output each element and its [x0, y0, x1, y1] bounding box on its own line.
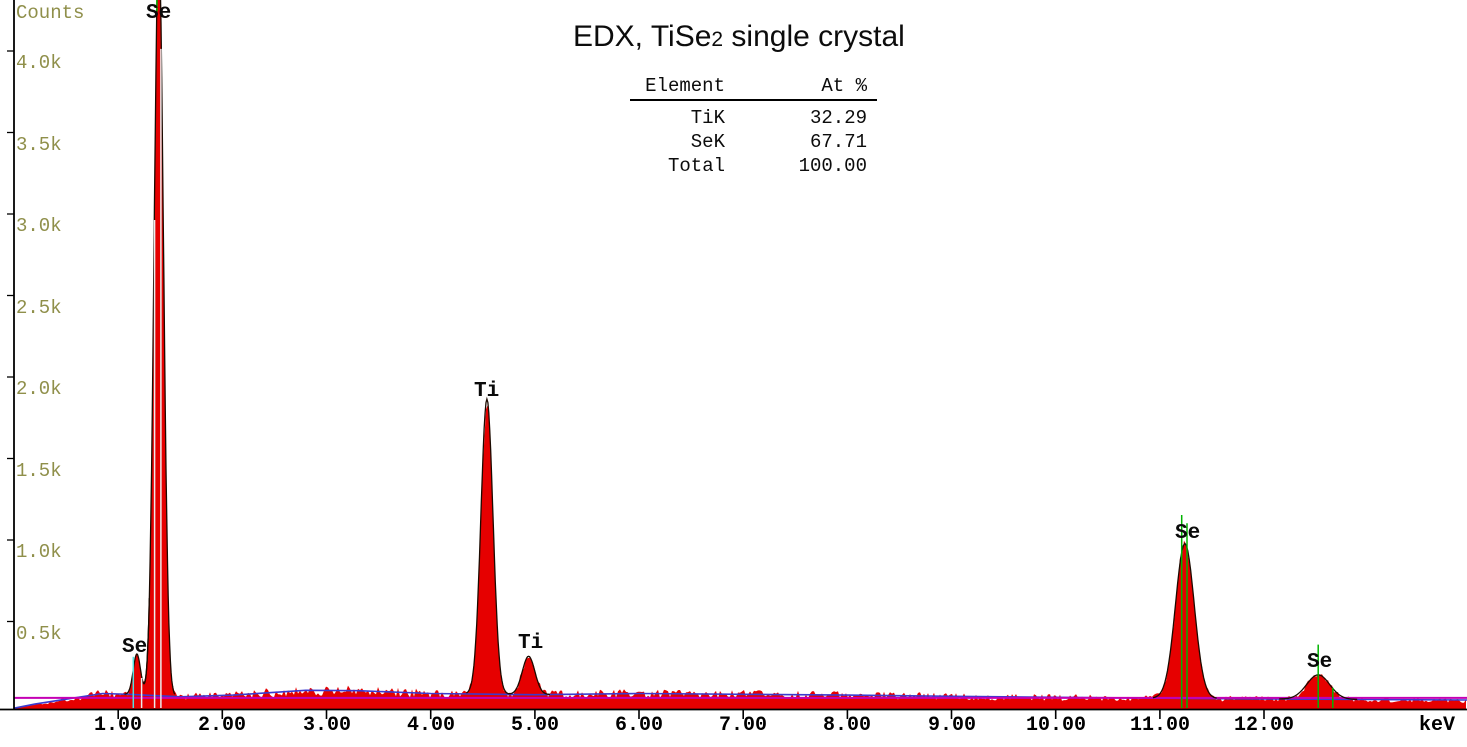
peak-fit-outline-se: [1152, 542, 1217, 699]
title-text-prefix: EDX, TiSe: [573, 20, 712, 53]
peak-fit-outline-ti: [507, 655, 550, 696]
cell-element: TiK: [690, 107, 725, 129]
x-tick-label: 3.00: [302, 714, 351, 737]
title-text-suffix: single crystal: [723, 20, 905, 53]
table-row: Total 100.00: [630, 154, 877, 178]
x-tick-label: 1.00: [93, 714, 142, 737]
composition-table: Element At % TiK 32.29 SeK 67.71 Total 100.00: [630, 77, 877, 178]
x-tick-label: 7.00: [718, 714, 767, 737]
peak-label-se: Se: [1307, 651, 1333, 674]
cell-at-percent: 67.71: [809, 131, 867, 153]
cell-element: Total: [667, 155, 725, 177]
peak-label-se: Se: [1175, 522, 1201, 545]
y-axis-title: Counts: [16, 2, 85, 24]
peak-label-se: Se: [122, 636, 148, 659]
peak-label-ti: Ti: [518, 632, 544, 655]
y-tick-label: 2.5k: [16, 297, 62, 319]
peak-fit-outline-ti: [466, 396, 508, 694]
table-row: SeK 67.71: [630, 130, 877, 154]
x-tick-label: 6.00: [614, 714, 663, 737]
y-tick-label: 1.5k: [16, 460, 62, 482]
x-tick-label: 11.00: [1129, 714, 1190, 737]
cell-at-percent: 32.29: [809, 107, 867, 129]
y-tick-label: 2.0k: [16, 378, 62, 400]
x-tick-label: 9.00: [927, 714, 976, 737]
y-tick-label: 0.5k: [16, 623, 62, 645]
x-tick-label: 10.00: [1025, 714, 1086, 737]
x-tick-label: 5.00: [510, 714, 559, 737]
x-tick-label: 8.00: [822, 714, 871, 737]
table-row: TiK 32.29: [630, 106, 877, 130]
x-tick-label: 12.00: [1233, 714, 1294, 737]
chart-title: EDX, TiSe2 single crystal: [573, 20, 905, 54]
table-body: TiK 32.29 SeK 67.71 Total 100.00: [630, 106, 877, 178]
header-element: Element: [645, 75, 725, 97]
y-tick-label: 3.5k: [16, 134, 62, 156]
x-axis-unit: keV: [1418, 714, 1455, 737]
title-subscript: 2: [711, 28, 724, 51]
peak-fit-outline-se: [142, 0, 176, 695]
y-tick-label: 1.0k: [16, 541, 62, 563]
cell-element: SeK: [690, 131, 725, 153]
table-header: Element At %: [630, 77, 877, 101]
x-tick-label: 2.00: [197, 714, 246, 737]
x-tick-label: 4.00: [406, 714, 455, 737]
y-tick-label: 3.0k: [16, 215, 62, 237]
spectrum-area: [14, 0, 1466, 709]
header-at-percent: At %: [821, 75, 867, 97]
peak-label-se: Se: [146, 2, 172, 25]
peak-label-ti: Ti: [474, 380, 500, 403]
y-tick-label: 4.0k: [16, 52, 62, 74]
cell-at-percent: 100.00: [798, 155, 867, 177]
